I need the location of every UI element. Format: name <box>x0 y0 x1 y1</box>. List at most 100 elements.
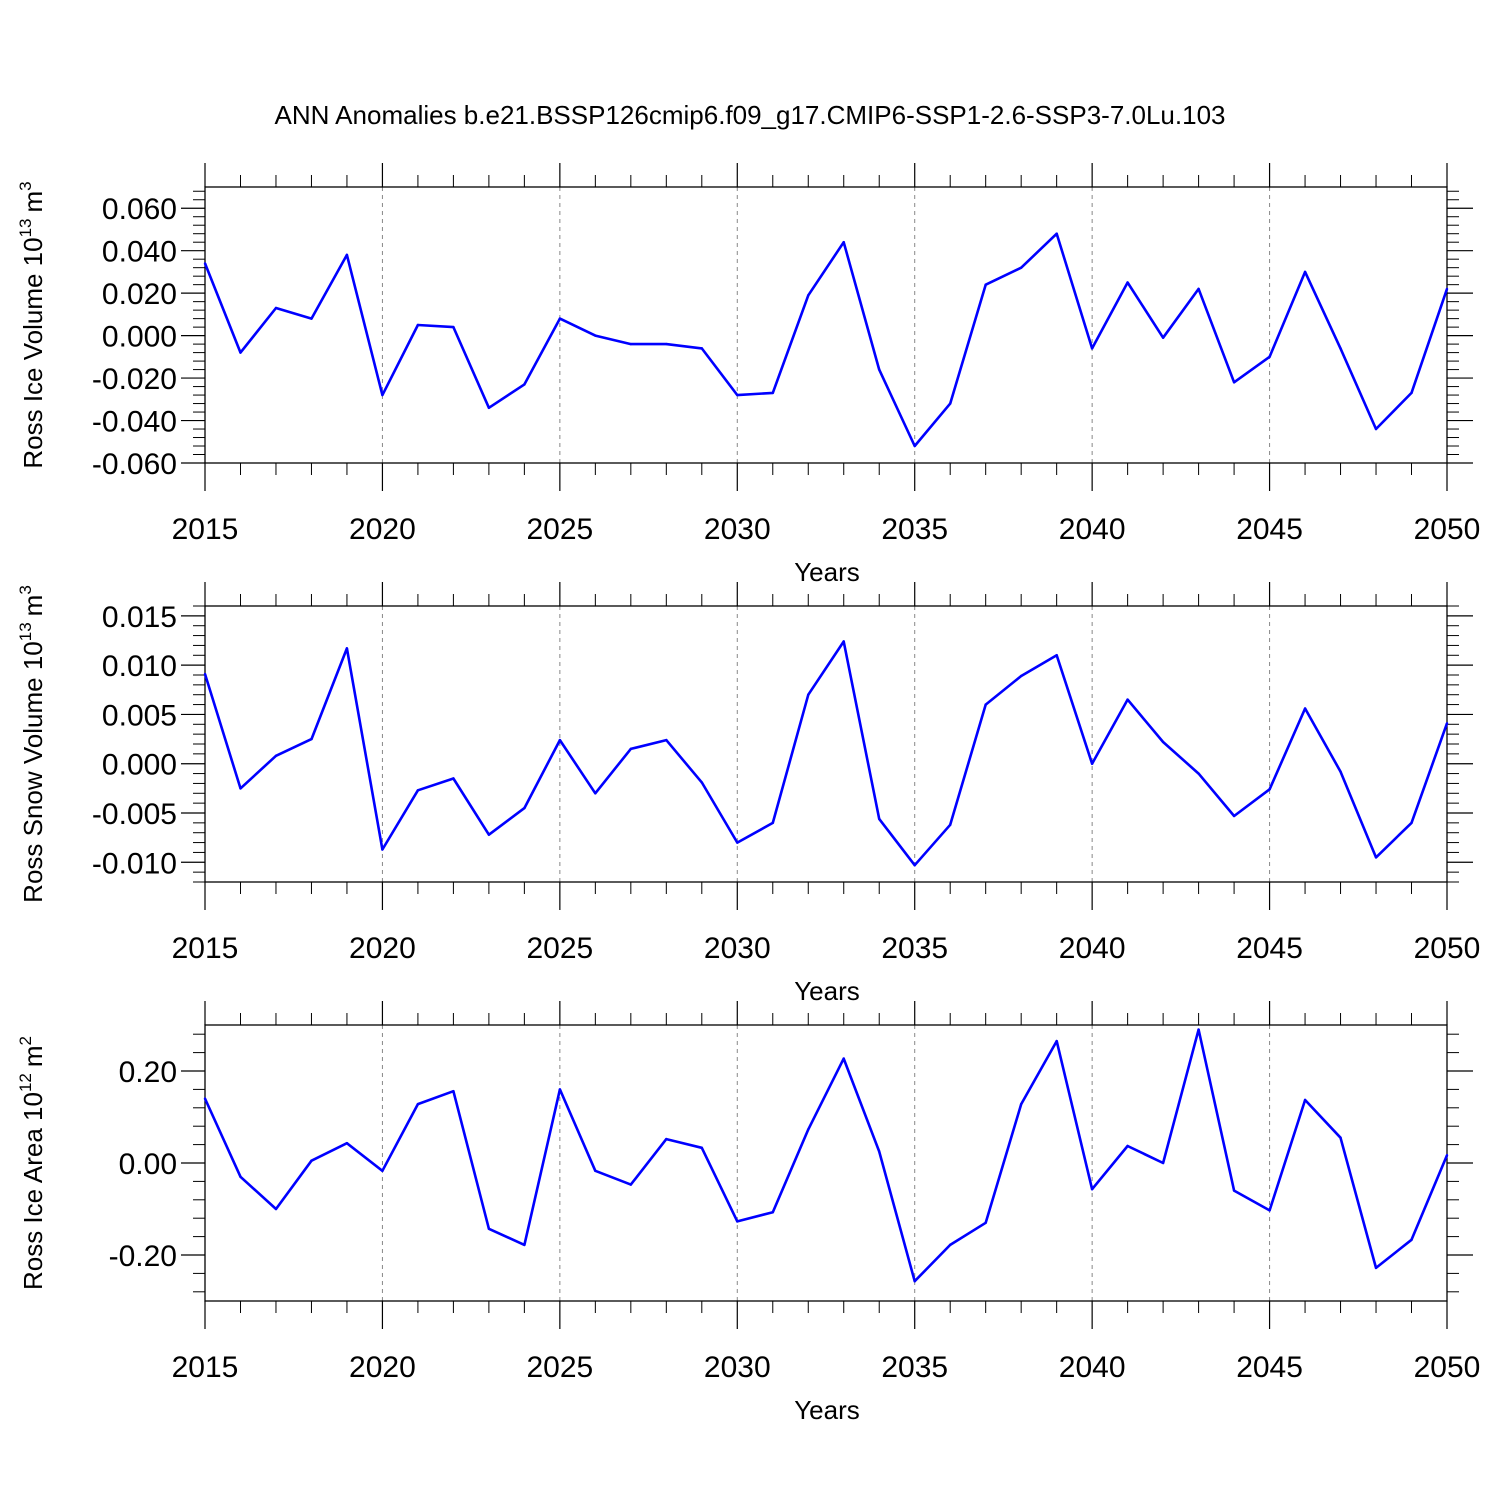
data-point <box>1161 740 1165 744</box>
data-point <box>310 317 313 320</box>
data-point <box>1126 281 1129 284</box>
data-point <box>1303 270 1307 274</box>
data-point <box>1161 1161 1165 1165</box>
data-point <box>736 393 739 397</box>
y-tick-label: -0.005 <box>92 798 177 831</box>
data-point <box>665 1137 668 1141</box>
y-axis-label-main: Ross Snow Volume 10 <box>18 641 48 903</box>
data-point <box>1268 1209 1271 1212</box>
data-point <box>1410 391 1413 395</box>
data-point <box>771 391 774 395</box>
data-point <box>416 323 420 327</box>
data-point <box>1339 347 1342 350</box>
data-point <box>1197 772 1200 775</box>
x-tick-label: 2045 <box>1236 513 1303 546</box>
data-point <box>700 347 703 350</box>
data-point <box>558 317 562 320</box>
x-tick-label: 2030 <box>704 932 771 965</box>
data-point <box>345 1142 349 1145</box>
y-axis-label: Ross Snow Volume 1013 m3 <box>16 585 48 903</box>
data-point <box>1268 355 1271 359</box>
x-tick-label: 2035 <box>881 513 948 546</box>
data-point <box>913 1280 916 1283</box>
data-point <box>345 253 349 257</box>
data-point <box>239 1175 242 1179</box>
x-tick-label: 2050 <box>1414 932 1481 965</box>
y-tick-label: -0.040 <box>92 406 177 439</box>
data-point <box>487 833 491 836</box>
y-axis-label-unit-exponent: 2 <box>16 1036 35 1045</box>
data-point <box>1126 1144 1129 1148</box>
data-point <box>878 1150 881 1153</box>
y-axis-label-exponent: 12 <box>16 1073 35 1092</box>
data-point <box>842 1057 845 1060</box>
data-point <box>913 864 916 867</box>
x-tick-label: 2045 <box>1236 932 1303 965</box>
data-point <box>274 306 278 310</box>
data-point <box>1055 232 1058 235</box>
data-point <box>594 334 597 337</box>
y-tick-label: 0.015 <box>102 601 177 634</box>
data-point <box>665 738 668 742</box>
data-point <box>594 792 597 795</box>
x-tick-label: 2015 <box>172 932 239 965</box>
data-point <box>807 294 810 297</box>
data-point <box>807 1128 810 1131</box>
data-point <box>1232 814 1236 818</box>
data-point <box>1410 821 1413 825</box>
y-tick-label: 0.005 <box>102 699 177 732</box>
data-point <box>1339 1136 1342 1139</box>
data-point <box>842 640 845 643</box>
x-tick-label: 2050 <box>1414 513 1481 546</box>
data-point <box>1090 347 1094 350</box>
data-point <box>203 1097 207 1100</box>
y-tick-label: -0.060 <box>92 448 177 481</box>
x-tick-label: 2030 <box>704 513 771 546</box>
chart-panel-2: -0.010 -0.005 0.000 0.005 0.010 0.015 2015 2020… <box>16 582 1480 1006</box>
y-axis-label-unit: m <box>18 595 48 617</box>
x-axis-label: Years <box>794 1395 860 1425</box>
y-tick-label: -0.20 <box>109 1240 177 1273</box>
x-tick-label: 2025 <box>526 513 593 546</box>
data-point <box>1232 381 1236 384</box>
data-point <box>416 1102 420 1106</box>
panels-container: -0.060-0.040-0.0200.0000.0200.0400.06020… <box>16 163 1480 1425</box>
x-tick-label: 2040 <box>1059 1351 1126 1384</box>
data-point <box>984 703 987 706</box>
y-tick-label: 0.000 <box>102 749 177 782</box>
chart-panel-3: -0.20 0.00 0.20 2015 2020 2025 2030 2035 2040 204… <box>16 1001 1480 1425</box>
data-point <box>310 737 313 741</box>
x-tick-label: 2035 <box>881 1351 948 1384</box>
data-point <box>1339 770 1342 773</box>
data-point <box>487 1227 491 1230</box>
data-point <box>1374 427 1378 431</box>
data-point <box>345 647 349 650</box>
data-point <box>1410 1238 1413 1242</box>
data-point <box>203 672 207 676</box>
x-tick-label: 2035 <box>881 932 948 965</box>
data-point <box>1055 1039 1058 1043</box>
y-axis-label-main: Ross Ice Volume 10 <box>18 237 48 468</box>
data-point <box>1090 762 1094 765</box>
data-point <box>1197 287 1200 291</box>
series-line <box>203 232 1449 448</box>
x-tick-label: 2040 <box>1059 932 1126 965</box>
data-point <box>878 368 881 371</box>
series-line <box>203 640 1449 867</box>
data-point <box>984 283 987 286</box>
x-axis-label: Years <box>794 557 860 587</box>
data-point <box>239 787 242 790</box>
y-tick-label: 0.020 <box>102 278 177 311</box>
x-tick-label: 2045 <box>1236 1351 1303 1384</box>
y-axis-label-main: Ross Ice Area 10 <box>18 1092 48 1290</box>
data-point <box>594 1169 597 1173</box>
data-point <box>1161 336 1165 339</box>
x-tick-label: 2040 <box>1059 513 1126 546</box>
data-point <box>736 841 739 844</box>
x-axis-label: Years <box>794 976 860 1006</box>
y-axis-label: Ross Ice Volume 1013 m3 <box>16 181 48 468</box>
data-point <box>949 823 952 827</box>
data-point <box>949 1243 952 1247</box>
data-point <box>629 1183 633 1186</box>
